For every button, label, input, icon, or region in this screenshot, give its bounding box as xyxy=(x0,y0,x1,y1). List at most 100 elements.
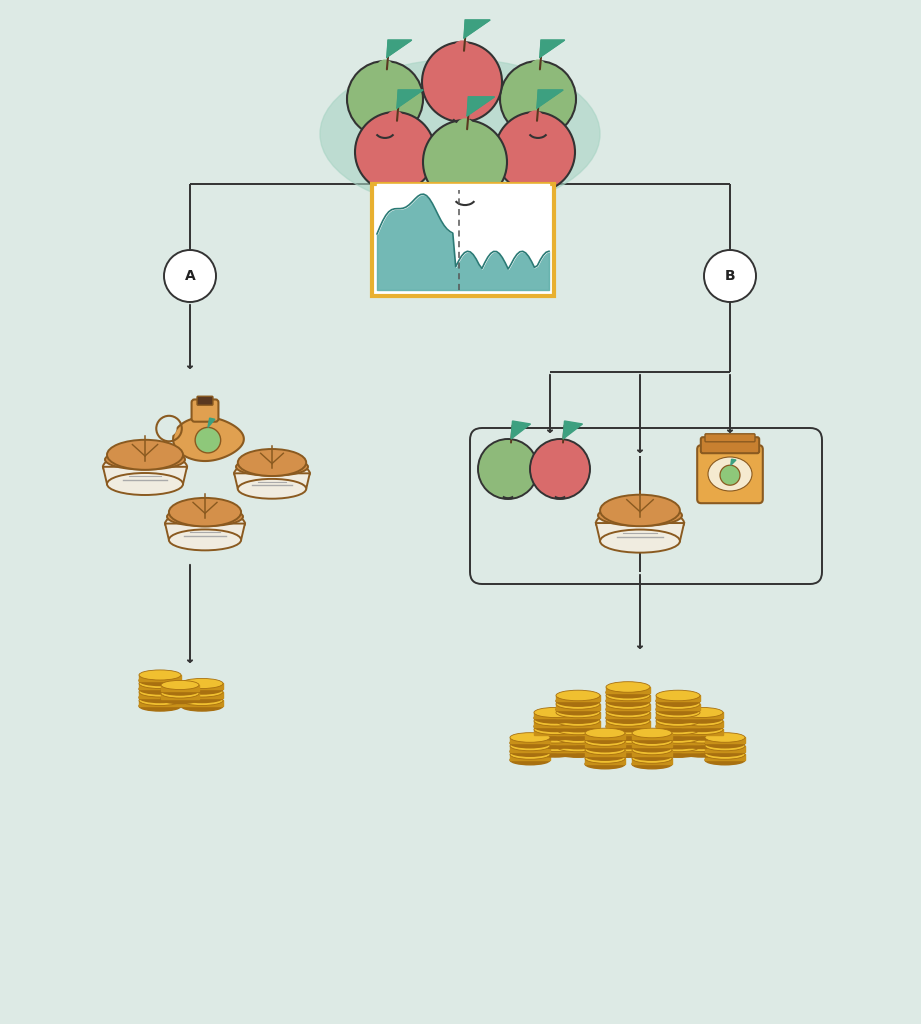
Ellipse shape xyxy=(705,746,745,757)
Ellipse shape xyxy=(161,686,199,695)
Polygon shape xyxy=(534,713,576,718)
Polygon shape xyxy=(161,685,199,690)
Ellipse shape xyxy=(606,724,650,735)
Ellipse shape xyxy=(606,698,650,710)
Polygon shape xyxy=(534,721,576,726)
Ellipse shape xyxy=(585,742,625,752)
Polygon shape xyxy=(681,746,723,752)
Ellipse shape xyxy=(165,511,245,536)
Ellipse shape xyxy=(598,505,682,526)
Ellipse shape xyxy=(161,680,199,689)
Polygon shape xyxy=(511,421,530,439)
Polygon shape xyxy=(656,703,700,710)
Ellipse shape xyxy=(556,721,600,732)
Ellipse shape xyxy=(708,457,752,490)
FancyBboxPatch shape xyxy=(697,445,763,503)
Circle shape xyxy=(528,179,542,194)
Ellipse shape xyxy=(681,741,723,752)
Polygon shape xyxy=(387,40,412,57)
Ellipse shape xyxy=(705,738,745,748)
Ellipse shape xyxy=(606,741,650,752)
Polygon shape xyxy=(656,721,700,726)
Ellipse shape xyxy=(632,751,672,760)
Polygon shape xyxy=(173,417,244,461)
Ellipse shape xyxy=(681,746,723,757)
Ellipse shape xyxy=(534,741,576,752)
Circle shape xyxy=(455,109,469,123)
Polygon shape xyxy=(534,738,576,743)
Polygon shape xyxy=(681,713,723,718)
Ellipse shape xyxy=(556,695,600,707)
Polygon shape xyxy=(467,97,495,116)
FancyBboxPatch shape xyxy=(192,399,218,422)
Ellipse shape xyxy=(534,733,576,743)
Ellipse shape xyxy=(606,746,650,758)
Ellipse shape xyxy=(107,473,183,495)
Ellipse shape xyxy=(510,738,550,748)
Polygon shape xyxy=(556,746,600,752)
Ellipse shape xyxy=(556,708,600,718)
Circle shape xyxy=(164,250,216,302)
Polygon shape xyxy=(606,738,650,743)
Ellipse shape xyxy=(656,705,700,715)
Ellipse shape xyxy=(181,692,223,702)
Polygon shape xyxy=(632,741,672,746)
Polygon shape xyxy=(606,703,650,710)
Ellipse shape xyxy=(510,733,550,742)
Polygon shape xyxy=(534,746,576,752)
Polygon shape xyxy=(181,692,223,697)
Ellipse shape xyxy=(681,716,723,726)
Polygon shape xyxy=(397,90,423,108)
Ellipse shape xyxy=(681,708,723,718)
Ellipse shape xyxy=(596,509,684,537)
Ellipse shape xyxy=(656,716,700,726)
Ellipse shape xyxy=(606,708,650,718)
Polygon shape xyxy=(139,692,181,697)
Polygon shape xyxy=(656,729,700,735)
Ellipse shape xyxy=(681,713,723,723)
Polygon shape xyxy=(681,721,723,726)
Polygon shape xyxy=(510,755,550,760)
Circle shape xyxy=(530,59,546,76)
Ellipse shape xyxy=(656,690,700,700)
Polygon shape xyxy=(585,750,625,756)
Ellipse shape xyxy=(585,728,625,737)
Circle shape xyxy=(530,439,590,499)
Ellipse shape xyxy=(139,684,181,694)
Ellipse shape xyxy=(510,746,550,757)
Ellipse shape xyxy=(139,679,181,688)
Ellipse shape xyxy=(534,716,576,726)
Text: B: B xyxy=(725,269,735,283)
Polygon shape xyxy=(139,683,181,689)
Ellipse shape xyxy=(632,754,672,763)
Ellipse shape xyxy=(556,716,600,726)
Ellipse shape xyxy=(606,713,650,723)
Circle shape xyxy=(355,112,435,191)
Ellipse shape xyxy=(632,734,672,743)
Ellipse shape xyxy=(107,439,183,470)
Ellipse shape xyxy=(534,713,576,723)
Ellipse shape xyxy=(656,730,700,740)
Polygon shape xyxy=(585,733,625,738)
Polygon shape xyxy=(510,745,550,752)
Circle shape xyxy=(386,111,403,128)
Ellipse shape xyxy=(656,698,700,710)
Polygon shape xyxy=(596,523,684,541)
Circle shape xyxy=(347,61,423,137)
Ellipse shape xyxy=(606,721,650,732)
Ellipse shape xyxy=(139,695,181,706)
Ellipse shape xyxy=(632,736,672,746)
Ellipse shape xyxy=(681,730,723,740)
Polygon shape xyxy=(606,721,650,726)
Ellipse shape xyxy=(606,687,650,697)
Polygon shape xyxy=(510,737,550,743)
Ellipse shape xyxy=(705,741,745,751)
Ellipse shape xyxy=(234,462,309,485)
Ellipse shape xyxy=(169,529,241,550)
Ellipse shape xyxy=(105,450,185,470)
Ellipse shape xyxy=(600,495,680,526)
Ellipse shape xyxy=(656,713,700,723)
Polygon shape xyxy=(563,421,582,439)
Ellipse shape xyxy=(606,690,650,700)
Ellipse shape xyxy=(139,687,181,697)
